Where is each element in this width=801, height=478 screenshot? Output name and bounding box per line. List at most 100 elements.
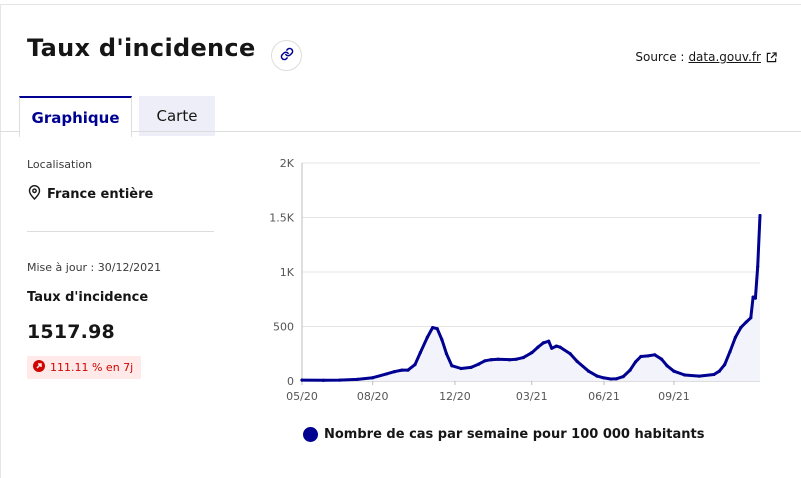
data-point bbox=[575, 359, 579, 363]
source-link[interactable]: data.gouv.fr bbox=[688, 50, 761, 64]
data-point bbox=[435, 327, 439, 331]
data-point bbox=[521, 355, 525, 360]
data-point bbox=[469, 365, 473, 369]
data-point bbox=[483, 359, 487, 363]
y-tick-label: 1K bbox=[280, 266, 295, 279]
tab-divider bbox=[0, 131, 801, 132]
x-tick-label: 09/21 bbox=[658, 390, 690, 403]
x-tick-label: 12/20 bbox=[439, 390, 471, 403]
data-point bbox=[338, 378, 342, 382]
data-point bbox=[756, 264, 760, 269]
data-point bbox=[749, 316, 753, 320]
data-point bbox=[639, 354, 643, 359]
metric-value: 1517.98 bbox=[27, 321, 115, 343]
y-tick-label: 2K bbox=[280, 157, 295, 170]
data-point bbox=[392, 370, 396, 374]
copy-link-button[interactable] bbox=[271, 40, 302, 71]
data-point bbox=[507, 358, 512, 362]
map-pin-icon bbox=[28, 185, 47, 204]
data-point bbox=[587, 369, 591, 373]
data-point bbox=[450, 364, 454, 368]
metric-label: Taux d'incidence bbox=[27, 290, 149, 305]
data-point bbox=[739, 325, 743, 330]
data-point bbox=[753, 296, 757, 300]
data-point bbox=[653, 353, 657, 357]
data-point bbox=[541, 341, 545, 345]
y-tick-label: 1.5K bbox=[269, 212, 294, 225]
data-point bbox=[514, 357, 518, 361]
data-point bbox=[728, 349, 732, 354]
tab-graphique[interactable]: Graphique bbox=[19, 96, 132, 137]
data-point bbox=[744, 320, 748, 324]
location-label: Localisation bbox=[27, 158, 93, 171]
data-point bbox=[489, 358, 493, 362]
data-point bbox=[697, 374, 701, 378]
x-tick-label: 08/20 bbox=[357, 390, 389, 403]
data-point bbox=[712, 372, 716, 377]
data-point bbox=[602, 376, 606, 380]
series-area bbox=[302, 215, 760, 381]
data-point bbox=[595, 374, 599, 378]
legend-label: Nombre de cas par semaine pour 100 000 h… bbox=[324, 427, 705, 442]
tab-list: Graphique Carte bbox=[19, 96, 215, 137]
data-point bbox=[355, 377, 359, 381]
data-point bbox=[665, 364, 669, 368]
data-point bbox=[321, 378, 326, 382]
data-point bbox=[431, 325, 435, 330]
data-point bbox=[477, 362, 481, 366]
legend-swatch bbox=[303, 427, 318, 442]
data-point bbox=[536, 345, 540, 349]
data-point bbox=[406, 368, 410, 372]
data-point bbox=[530, 351, 534, 355]
data-point bbox=[496, 357, 500, 361]
arrow-up-right-icon bbox=[33, 360, 50, 375]
data-point bbox=[628, 368, 632, 372]
data-point bbox=[660, 357, 664, 361]
data-point bbox=[621, 375, 625, 379]
data-point bbox=[550, 346, 554, 350]
data-point bbox=[413, 363, 417, 367]
data-point bbox=[384, 372, 389, 376]
data-point bbox=[717, 369, 721, 373]
data-point bbox=[609, 377, 613, 381]
location-selector[interactable]: France entière bbox=[28, 185, 153, 204]
data-point bbox=[440, 337, 444, 342]
x-tick-label: 05/20 bbox=[286, 390, 318, 403]
data-point bbox=[568, 352, 572, 356]
update-date: Mise à jour : 30/12/2021 bbox=[27, 261, 162, 274]
x-tick-label: 03/21 bbox=[516, 390, 548, 403]
data-point bbox=[758, 213, 762, 218]
y-tick-label: 500 bbox=[273, 321, 294, 334]
data-point bbox=[371, 376, 375, 380]
link-icon bbox=[280, 46, 294, 65]
y-tick-label: 0 bbox=[287, 375, 294, 388]
data-point bbox=[400, 368, 404, 372]
sidebar-divider bbox=[27, 231, 214, 232]
chart-legend: Nombre de cas par semaine pour 100 000 h… bbox=[303, 427, 705, 442]
source-prefix: Source : bbox=[635, 50, 685, 64]
data-point bbox=[683, 373, 687, 377]
tab-carte[interactable]: Carte bbox=[139, 96, 215, 136]
page-title: Taux d'incidence bbox=[27, 34, 256, 62]
data-point bbox=[444, 352, 449, 356]
data-point bbox=[633, 360, 638, 364]
data-point bbox=[646, 354, 650, 358]
source-info: Source : data.gouv.fr bbox=[635, 50, 777, 64]
data-point bbox=[558, 345, 562, 349]
data-point bbox=[614, 377, 618, 381]
incidence-card: Taux d'incidence Source : data.gouv.fr G… bbox=[0, 4, 801, 478]
data-point bbox=[672, 369, 676, 373]
data-point bbox=[418, 351, 422, 355]
data-point bbox=[425, 335, 429, 339]
location-value: France entière bbox=[47, 187, 154, 202]
data-point bbox=[723, 363, 727, 367]
trend-text: 111.11 % en 7j bbox=[50, 361, 134, 374]
external-link-icon bbox=[766, 51, 777, 63]
data-point bbox=[547, 339, 551, 343]
data-point bbox=[459, 366, 463, 371]
trend-badge: 111.11 % en 7j bbox=[27, 356, 142, 379]
data-point bbox=[733, 335, 738, 339]
data-point bbox=[554, 344, 558, 348]
data-point bbox=[300, 378, 304, 382]
